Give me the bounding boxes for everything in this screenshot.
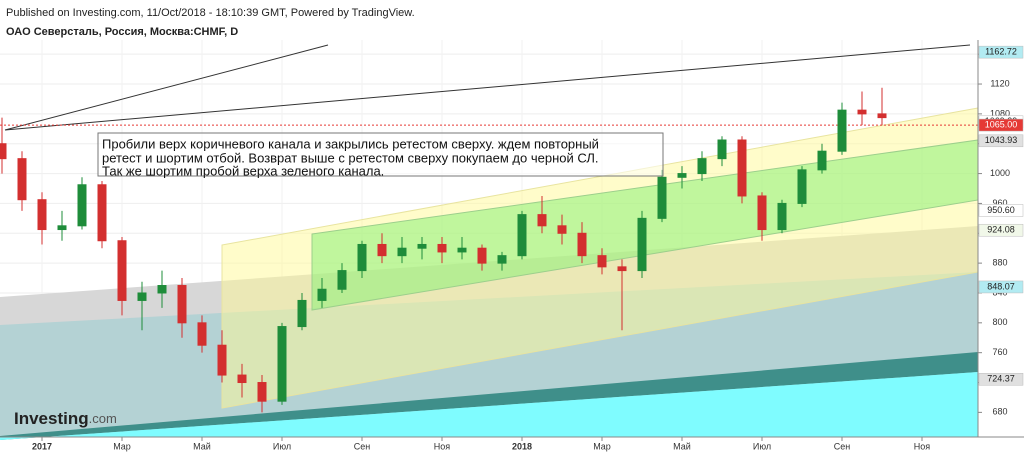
candle-body	[277, 326, 287, 402]
price-badge-label: 724.37	[987, 374, 1015, 384]
annotation-line: ретест и шортим отбой. Возврат выше с ре…	[102, 150, 598, 165]
trend-line	[4, 44, 329, 131]
x-tick-label: 2017	[32, 441, 52, 451]
candle-body	[677, 173, 687, 178]
x-tick-label: Июл	[273, 441, 291, 451]
y-tick-label: 1080	[990, 108, 1010, 118]
y-tick-label: 800	[992, 317, 1007, 327]
y-tick-label: 680	[992, 407, 1007, 417]
candle-body	[337, 270, 347, 290]
candle-body	[597, 255, 607, 268]
candle-body	[457, 247, 467, 253]
candle-body	[517, 214, 527, 257]
x-tick-label: Сен	[354, 441, 371, 451]
candle-body	[637, 217, 647, 272]
x-tick-label: Сен	[834, 441, 851, 451]
candle-body	[417, 243, 427, 249]
annotation-box	[97, 132, 664, 177]
candle-body	[177, 285, 187, 324]
annotation-line: Так же шортим пробой верха зеленого кана…	[102, 163, 384, 178]
candles	[0, 87, 887, 413]
x-tick-label: Мар	[113, 441, 131, 451]
x-tick-label: Май	[193, 441, 211, 451]
price-badge	[978, 373, 1024, 386]
candle-body	[697, 158, 707, 175]
candle-body	[877, 113, 887, 119]
candle-body	[197, 322, 207, 346]
candle-body	[777, 202, 787, 231]
candle-body	[817, 150, 827, 171]
price-badge	[978, 134, 1024, 148]
candle-body	[497, 255, 507, 264]
price-badge-label: 950.60	[987, 205, 1015, 215]
candle-body	[577, 232, 587, 257]
x-tick-label: Ноя	[434, 441, 451, 451]
candle-body	[257, 382, 267, 402]
price-badge	[978, 118, 1024, 132]
candle-body	[237, 374, 247, 384]
price-badge	[978, 204, 1024, 217]
candle-body	[657, 176, 667, 219]
price-badge	[978, 223, 1024, 237]
y-tick-label: 760	[992, 347, 1007, 357]
candle-body	[157, 285, 167, 294]
candle-body	[137, 292, 147, 301]
candle-body	[797, 169, 807, 204]
price-badge-label: 1162.72	[985, 47, 1017, 57]
candle-body	[857, 109, 867, 115]
price-badge	[978, 280, 1024, 294]
cyan-band	[0, 372, 978, 440]
y-tick-label: 1000	[990, 168, 1010, 178]
x-tick-label: Июл	[753, 441, 771, 451]
watermark-suffix: .com	[89, 411, 117, 426]
published: Published on Investing.com, 11/Oct/2018 …	[6, 7, 415, 19]
candle-body	[837, 109, 847, 152]
candle-body	[437, 243, 447, 253]
candle-body	[317, 288, 327, 301]
candle-body	[557, 225, 567, 234]
candle-body	[537, 214, 547, 227]
price-badge	[978, 45, 1024, 59]
candle-body	[357, 243, 367, 272]
x-tick-label: Мар	[593, 441, 611, 451]
candle-body	[97, 184, 107, 242]
watermark: Investing.com	[14, 409, 117, 428]
candle-body	[297, 299, 307, 328]
candle-body	[0, 143, 7, 160]
candle-body	[617, 266, 627, 272]
candle-body	[117, 240, 127, 301]
chart-title: ОАО Северсталь, Россия, Москва:CHMF, D	[6, 26, 238, 38]
candle-body	[77, 184, 87, 227]
y-tick-label: 880	[992, 258, 1007, 268]
candle-body	[737, 139, 747, 197]
price-badge-label: 1065.00	[985, 119, 1018, 129]
price-badge-label: 1043.93	[985, 135, 1018, 145]
dark-band	[0, 352, 978, 440]
price-badges: 1162.721069.391065.001043.93950.60924.08…	[978, 45, 1024, 386]
trend-line	[4, 44, 971, 131]
candle-body	[717, 139, 727, 160]
price-badge-label: 848.07	[987, 281, 1015, 291]
candle-body	[377, 243, 387, 257]
annotation-line: Пробили верх коричневого канала и закрыл…	[102, 136, 599, 151]
price-badge-label: 924.08	[987, 225, 1015, 235]
candle-body	[17, 158, 27, 201]
watermark-brand: Investing	[14, 409, 89, 428]
candle-body	[397, 247, 407, 257]
candle-body	[757, 195, 767, 231]
y-tick-label: 960	[992, 198, 1007, 208]
x-tick-label: 2018	[512, 441, 532, 451]
candle-body	[477, 247, 487, 264]
candle-body	[37, 199, 47, 231]
candle-body	[57, 225, 67, 231]
y-tick-label: 1120	[990, 78, 1009, 88]
x-tick-label: Май	[673, 441, 691, 451]
x-tick-label: Ноя	[914, 441, 931, 451]
candle-body	[217, 344, 227, 376]
